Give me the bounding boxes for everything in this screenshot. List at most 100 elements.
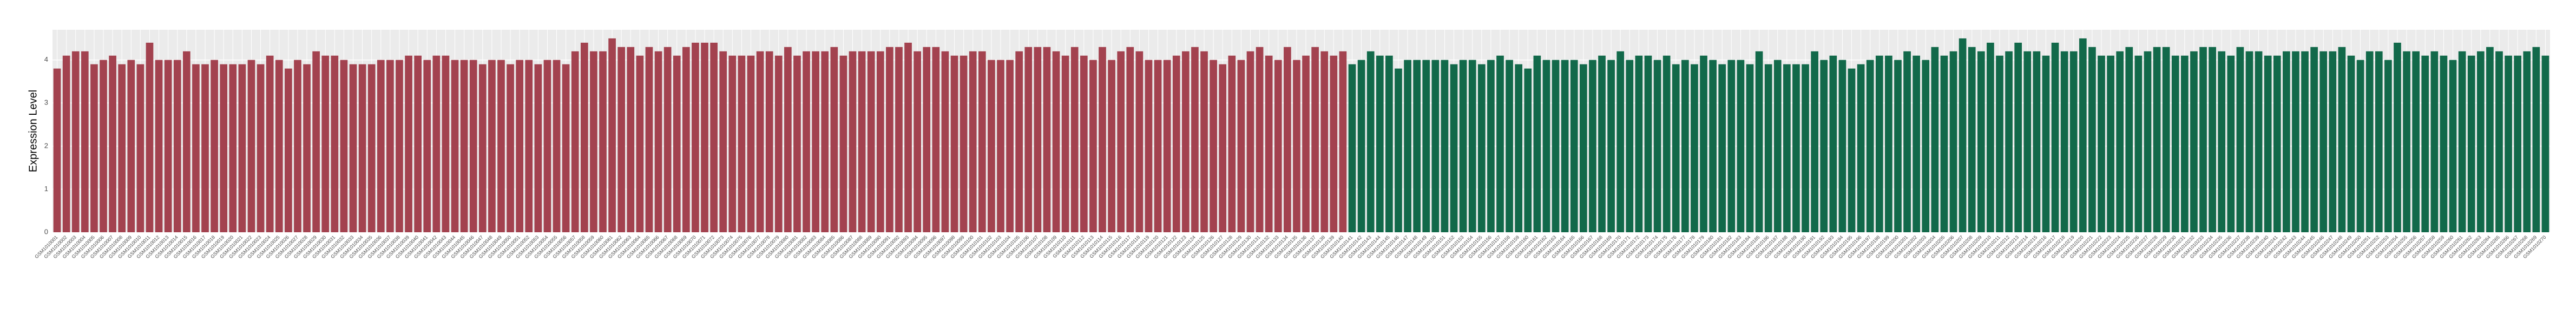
bar xyxy=(2440,55,2448,232)
bar xyxy=(756,51,764,232)
bar xyxy=(701,42,708,232)
bar xyxy=(812,51,819,232)
bar xyxy=(414,55,422,232)
bar xyxy=(895,47,903,233)
bar xyxy=(858,51,866,232)
bar xyxy=(1802,64,1809,232)
bar xyxy=(2144,51,2152,232)
bar xyxy=(1108,60,1115,233)
bar xyxy=(2505,55,2512,232)
bar xyxy=(451,60,459,233)
bar xyxy=(886,47,893,233)
bar xyxy=(1783,64,1791,232)
bar xyxy=(294,60,301,233)
bar xyxy=(1228,55,1236,232)
bar xyxy=(950,55,958,232)
bar xyxy=(340,60,348,233)
bar xyxy=(90,64,98,232)
bar xyxy=(1052,51,1060,232)
bar xyxy=(2134,55,2143,232)
bar xyxy=(1959,38,1967,233)
bar xyxy=(1284,47,1291,233)
bar xyxy=(220,64,228,232)
bar xyxy=(2014,42,2022,232)
bar xyxy=(1949,51,1957,232)
bar xyxy=(960,55,968,232)
bar xyxy=(543,60,551,233)
bar xyxy=(211,60,218,233)
bar xyxy=(636,55,644,232)
bar xyxy=(127,60,135,233)
bar xyxy=(405,55,412,232)
bar xyxy=(1422,60,1430,233)
bar xyxy=(590,51,597,232)
bar xyxy=(1773,60,1782,233)
bar xyxy=(2190,51,2198,232)
bar xyxy=(1311,47,1319,233)
bar xyxy=(1616,51,1625,232)
bar xyxy=(774,55,783,232)
bar xyxy=(432,55,441,232)
bar xyxy=(367,64,376,232)
bar xyxy=(562,64,570,232)
y-tick-label: 0 xyxy=(44,227,48,236)
bar xyxy=(1820,60,1828,233)
bar xyxy=(1838,60,1846,233)
bar xyxy=(2449,60,2457,233)
bar xyxy=(941,51,949,232)
y-tick-label: 1 xyxy=(44,185,48,193)
bar xyxy=(1468,60,1476,233)
bar xyxy=(1653,60,1661,233)
bar xyxy=(599,51,607,232)
bar xyxy=(1070,47,1079,233)
bar xyxy=(1043,47,1051,233)
bar xyxy=(2329,51,2337,232)
bar xyxy=(932,47,940,233)
bar xyxy=(1477,64,1486,232)
bar xyxy=(377,60,385,233)
bar xyxy=(1875,55,1883,232)
bar xyxy=(192,64,200,232)
bar xyxy=(1376,55,1384,232)
plot-background xyxy=(52,30,2550,232)
bar xyxy=(1496,55,1504,232)
bar xyxy=(2181,55,2189,232)
bar xyxy=(2292,51,2299,232)
bar xyxy=(2486,47,2494,233)
bar xyxy=(830,47,838,233)
bar xyxy=(1099,47,1106,233)
bar xyxy=(1829,55,1837,232)
bar xyxy=(784,47,792,233)
bar xyxy=(1857,64,1865,232)
bar xyxy=(571,51,579,232)
bar xyxy=(1191,47,1199,233)
bar xyxy=(1727,60,1736,233)
bar xyxy=(1681,60,1689,233)
bar xyxy=(1718,64,1726,232)
bar xyxy=(867,51,875,232)
bar xyxy=(1487,60,1495,233)
bar xyxy=(386,60,394,233)
bar xyxy=(914,51,921,232)
y-tick-label: 3 xyxy=(44,99,48,107)
bar xyxy=(1237,60,1245,233)
bar xyxy=(109,55,116,232)
bar xyxy=(2467,55,2475,232)
bar xyxy=(1506,60,1513,233)
bar xyxy=(1524,68,1532,233)
bar xyxy=(349,64,357,232)
bar xyxy=(2421,55,2429,232)
bar xyxy=(525,60,533,233)
bar xyxy=(2079,38,2087,233)
bar xyxy=(1172,55,1180,232)
bar xyxy=(2033,51,2041,232)
bar xyxy=(303,64,311,232)
bar xyxy=(1089,60,1097,233)
bar xyxy=(710,42,718,232)
bar xyxy=(1922,60,1930,233)
bar xyxy=(2060,51,2068,232)
bar xyxy=(1024,47,1033,233)
bar xyxy=(2430,51,2439,232)
bar xyxy=(978,51,986,232)
bar xyxy=(1598,55,1606,232)
